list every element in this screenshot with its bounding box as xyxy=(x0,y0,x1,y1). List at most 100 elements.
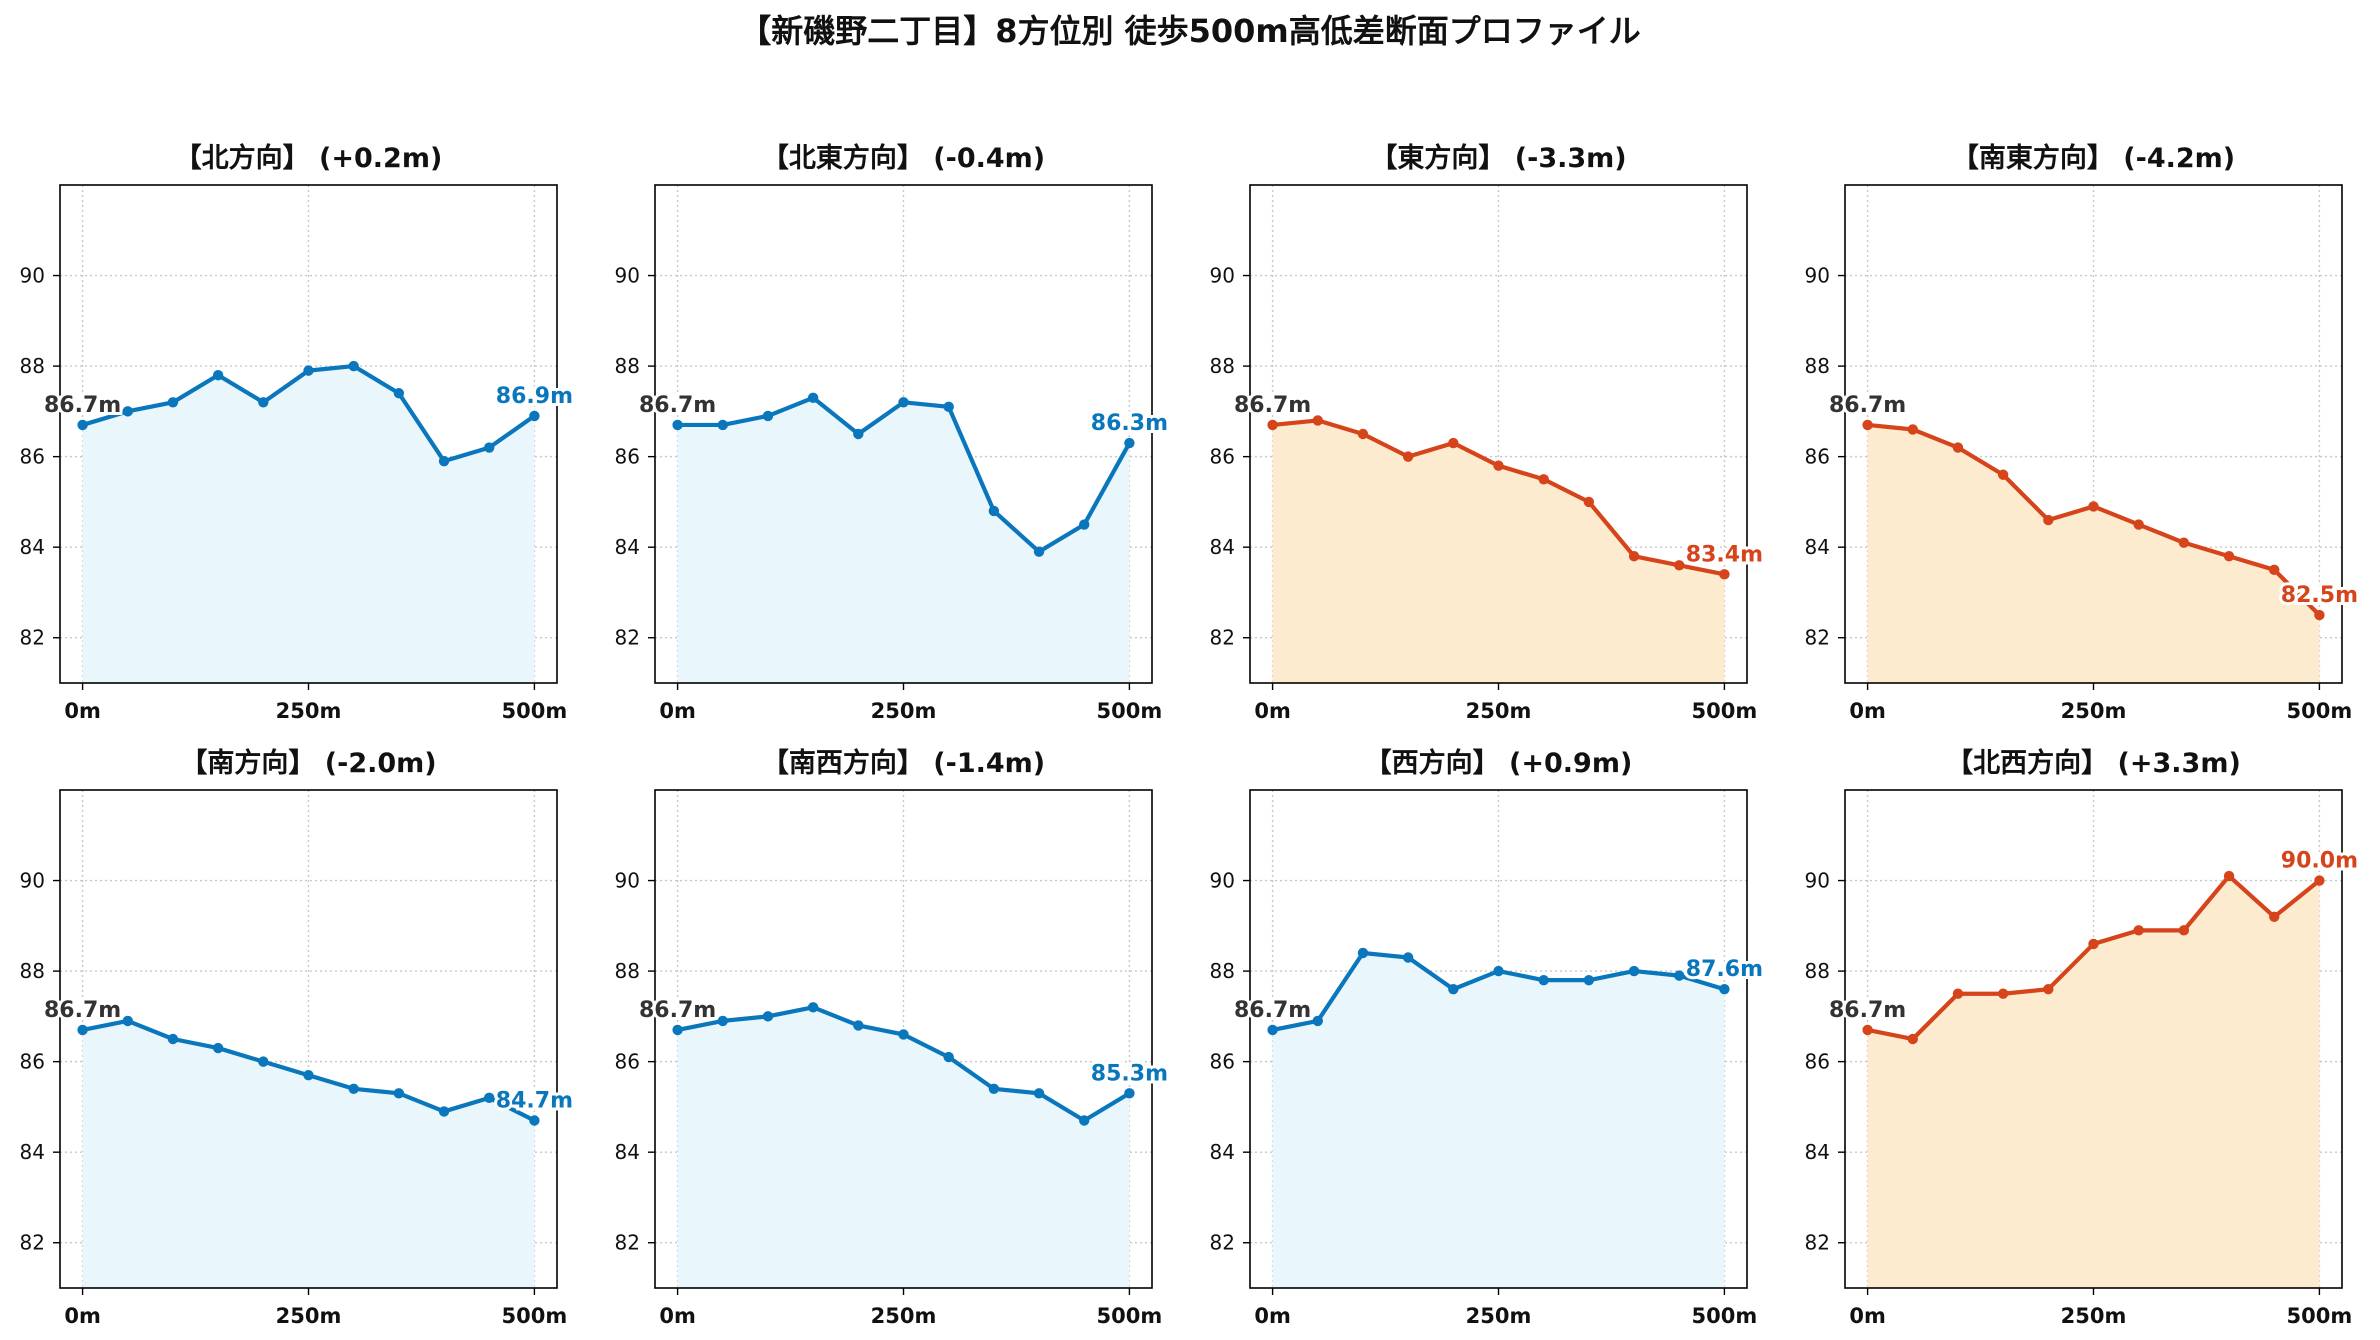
data-point xyxy=(438,1106,450,1117)
panel-title: 【南方向】 (-2.0m) xyxy=(180,747,436,779)
data-point xyxy=(1124,437,1135,449)
y-tick-label: 88 xyxy=(1805,354,1830,378)
x-tick-label: 500m xyxy=(502,1304,568,1328)
y-tick-label: 82 xyxy=(1805,1231,1830,1255)
chart-panel: 【北西方向】 (+3.3m) 82 84 86 88 90 0m 250m 500m 86.7m 9… xyxy=(1805,747,2361,1328)
y-tick-label: 86 xyxy=(20,1050,45,1074)
data-point xyxy=(2133,519,2144,530)
data-point xyxy=(1862,1024,1873,1036)
data-point xyxy=(348,360,359,372)
data-point xyxy=(212,369,224,381)
area-fill xyxy=(1867,876,2320,1288)
end-elevation-label: 85.3m xyxy=(1091,1061,1168,1086)
y-tick-label: 90 xyxy=(615,869,640,893)
y-tick-label: 88 xyxy=(20,354,45,378)
y-tick-label: 86 xyxy=(1210,445,1235,469)
data-point xyxy=(1907,424,1918,435)
x-tick-label: 250m xyxy=(871,1304,937,1328)
data-point xyxy=(393,1088,405,1099)
data-point xyxy=(529,410,540,422)
x-tick-label: 0m xyxy=(64,699,101,723)
y-tick-label: 84 xyxy=(1210,1140,1235,1164)
y-tick-label: 82 xyxy=(615,626,640,650)
start-elevation-label: 86.7m xyxy=(1234,393,1311,418)
end-elevation-label: 87.6m xyxy=(1686,957,1763,982)
data-point xyxy=(2088,938,2099,950)
data-point xyxy=(2133,925,2144,936)
data-point xyxy=(1907,1033,1918,1045)
chart-panel: 【北東方向】 (-0.4m) 82 84 86 88 90 0m 250m 500m 86.7m 8… xyxy=(615,142,1171,723)
data-point xyxy=(122,1015,133,1027)
data-point xyxy=(212,1042,224,1054)
y-tick-label: 84 xyxy=(615,1140,640,1164)
data-point xyxy=(898,1029,909,1040)
y-tick-label: 82 xyxy=(1805,626,1830,650)
data-point xyxy=(2314,609,2325,621)
y-tick-label: 84 xyxy=(1210,535,1235,559)
x-tick-label: 250m xyxy=(2061,1304,2127,1328)
data-point xyxy=(1952,988,1964,999)
end-elevation-label: 82.5m xyxy=(2281,583,2358,608)
panel-title: 【南東方向】 (-4.2m) xyxy=(1952,142,2235,174)
data-point xyxy=(807,1002,819,1013)
data-point xyxy=(1628,551,1640,562)
area-fill xyxy=(82,1020,535,1288)
area-fill xyxy=(1867,424,2320,683)
chart-panel: 【西方向】 (+0.9m) 82 84 86 88 90 0m 250m 500m 86.7m 87… xyxy=(1210,747,1766,1328)
data-point xyxy=(1997,469,2009,480)
data-point xyxy=(258,397,269,408)
x-tick-label: 0m xyxy=(1254,1304,1291,1328)
y-tick-label: 86 xyxy=(615,1050,640,1074)
y-tick-label: 90 xyxy=(1210,264,1235,288)
start-elevation-label: 86.7m xyxy=(639,998,716,1023)
x-tick-label: 500m xyxy=(1692,1304,1758,1328)
panel-title: 【東方向】 (-3.3m) xyxy=(1370,142,1626,174)
data-point xyxy=(484,442,495,453)
x-tick-label: 0m xyxy=(1849,699,1886,723)
start-elevation-label: 86.7m xyxy=(1829,998,1906,1023)
start-elevation-label: 86.7m xyxy=(639,393,716,418)
data-point xyxy=(2088,501,2099,512)
data-point xyxy=(717,419,728,431)
chart-panel: 【南西方向】 (-1.4m) 82 84 86 88 90 0m 250m 500m 86.7m 8… xyxy=(615,747,1171,1328)
data-point xyxy=(167,1033,179,1045)
chart-panel: 【南方向】 (-2.0m) 82 84 86 88 90 0m 250m 500m 86.7m 84… xyxy=(20,747,576,1328)
data-point xyxy=(348,1083,359,1095)
y-tick-label: 82 xyxy=(615,1231,640,1255)
data-point xyxy=(1402,451,1414,462)
panel-title: 【北西方向】 (+3.3m) xyxy=(1946,747,2241,779)
data-point xyxy=(167,397,179,408)
area-fill xyxy=(677,1007,1130,1288)
data-point xyxy=(438,455,450,467)
data-point xyxy=(2178,925,2190,936)
data-point xyxy=(1674,970,1685,981)
x-tick-label: 250m xyxy=(1466,699,1532,723)
data-point xyxy=(1079,1115,1090,1126)
x-tick-label: 250m xyxy=(871,699,937,723)
data-point xyxy=(2269,911,2280,922)
data-point xyxy=(1357,428,1369,440)
y-tick-label: 88 xyxy=(615,354,640,378)
data-point xyxy=(853,428,864,440)
y-tick-label: 86 xyxy=(1210,1050,1235,1074)
data-point xyxy=(2178,537,2190,548)
data-point xyxy=(2314,875,2325,886)
area-fill xyxy=(1272,952,1725,1288)
data-point xyxy=(1674,560,1685,571)
y-tick-label: 86 xyxy=(1805,1050,1830,1074)
y-tick-label: 84 xyxy=(615,535,640,559)
data-point xyxy=(1448,984,1459,995)
x-tick-label: 0m xyxy=(1849,1304,1886,1328)
chart-panel: 【東方向】 (-3.3m) 82 84 86 88 90 0m 250m 500m 86.7m 83… xyxy=(1210,142,1766,723)
y-tick-label: 84 xyxy=(1805,535,1830,559)
data-point xyxy=(1448,437,1459,449)
data-point xyxy=(1538,974,1549,986)
y-tick-label: 88 xyxy=(1805,959,1830,983)
y-tick-label: 84 xyxy=(1805,1140,1830,1164)
x-tick-label: 250m xyxy=(1466,1304,1532,1328)
data-point xyxy=(1719,569,1730,580)
data-point xyxy=(1952,442,1964,453)
data-point xyxy=(1997,988,2009,999)
area-fill xyxy=(677,397,1130,683)
